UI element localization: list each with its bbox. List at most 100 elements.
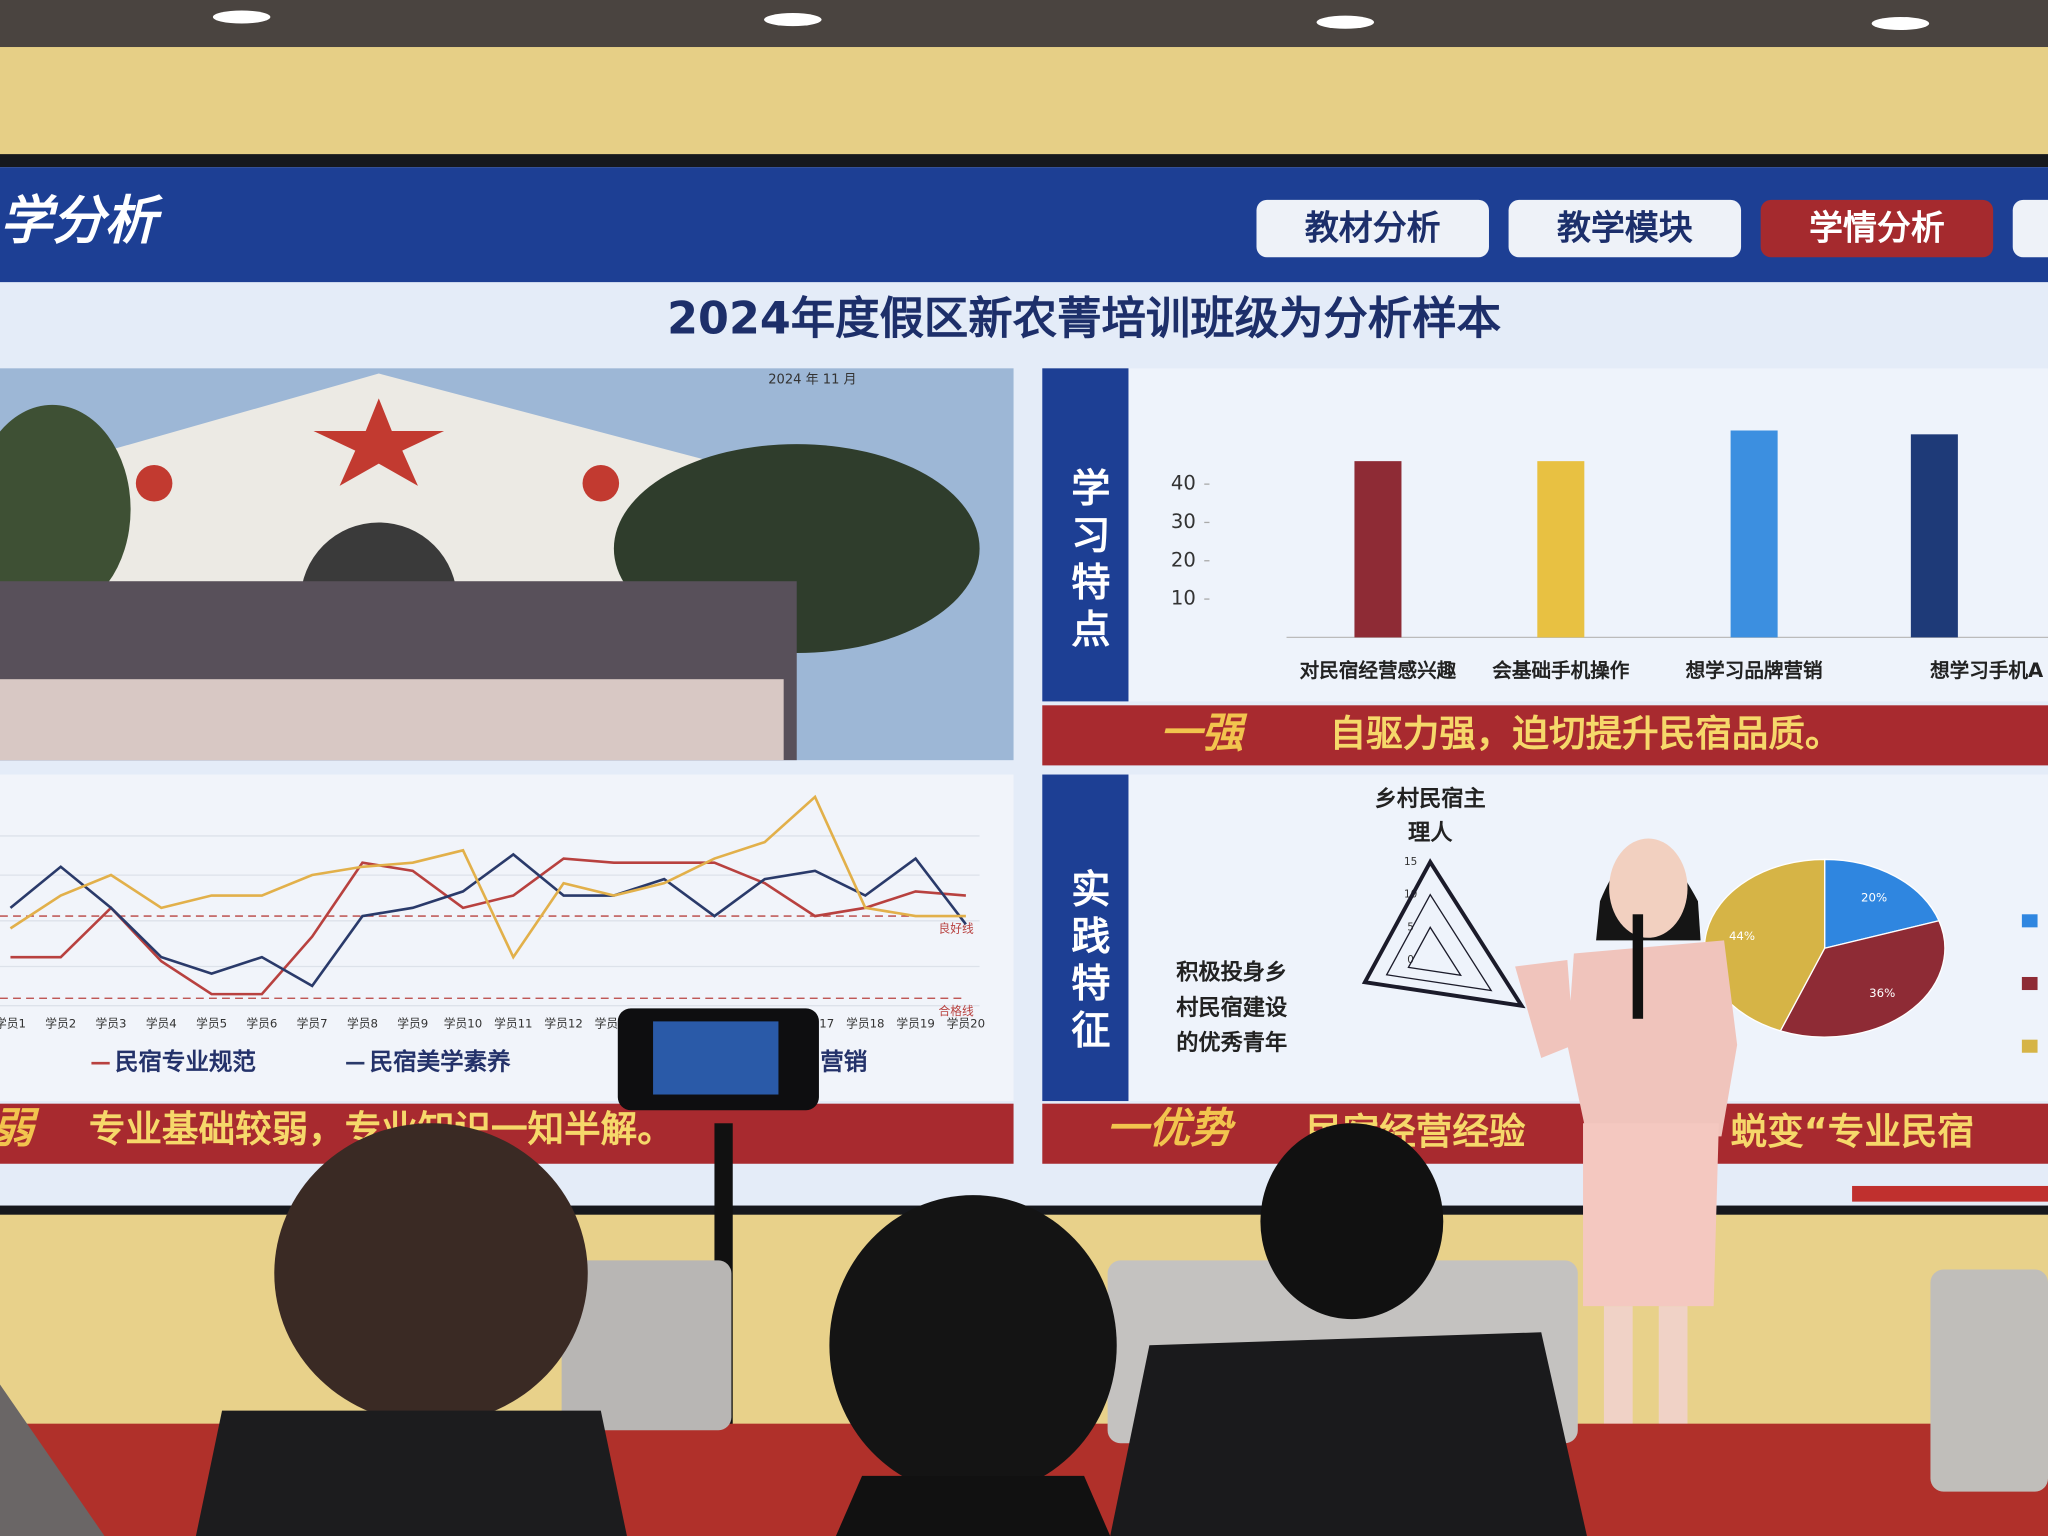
pie-label: 20% [1861,890,1887,904]
radar-grid [1361,858,1526,1009]
phone-screen [653,1021,779,1095]
slide-header-title: 学分析 [0,192,163,252]
chair [1930,1269,2048,1492]
banner [1042,705,2048,766]
tab[interactable] [2012,199,2048,258]
radar-axis-label: 理人 [1408,820,1453,846]
star [313,398,445,486]
radar-axis-label: 积极投身乡 [1176,959,1287,986]
microphone [1632,914,1644,1019]
photo-stamp: 2024 年 11 月 [768,373,856,388]
radar-tick-label: 15 [1404,856,1417,868]
x-tick-label: 学员3 [96,1017,127,1031]
tab-label[interactable]: 学情分析 [1809,208,1945,248]
reference-label: 良好线 [938,922,973,936]
x-tick-label: 对民宿经营感兴趣 [1300,659,1457,682]
legend-label: 民宿美学素养 [370,1048,511,1076]
face [1609,838,1688,938]
pie-slice [1779,920,1946,1038]
section-label: 实践特征 [1065,869,1111,1057]
radar-axis-label: 的优秀青年 [1176,1029,1287,1056]
pie-label: 36% [1869,986,1895,1000]
bar-chart-area [1128,368,2048,702]
banner [1042,1103,2048,1164]
pie-slice [1823,858,1940,950]
y-tick-label: 20 [1171,548,1196,571]
audience-head [274,1123,588,1424]
tab[interactable] [1508,199,1742,258]
legend-label: 营销 [820,1048,867,1076]
banner-tag: 一优势 [1106,1104,1237,1153]
radar-axis-label: 村民宿建设 [1176,994,1288,1021]
x-tick-label: 想学习品牌营销 [1686,659,1823,682]
pie-label: 44% [1729,929,1755,943]
x-tick-label: 想学习手机A [1930,659,2044,682]
line-series [9,852,967,988]
legend-swatch [2021,1039,2038,1053]
tab-label[interactable]: 教材分析 [1305,208,1441,248]
x-tick-label: 会基础手机操作 [1492,659,1629,682]
audience-head [829,1195,1117,1496]
banner-tag: 弱 [0,1104,40,1153]
x-tick-label: 学员7 [297,1017,328,1031]
x-tick-label: 学员10 [444,1017,482,1031]
x-tick-label: 学员18 [846,1017,884,1031]
audience-body [195,1410,627,1536]
pie-slice [1703,858,1826,1032]
x-tick-label: 学员1 [0,1017,26,1031]
chair [561,1260,732,1431]
legend-swatch [2021,976,2038,991]
x-tick-label: 学员4 [146,1017,177,1031]
bar [1354,461,1402,638]
radar-tick-label: 5 [1407,921,1414,933]
y-tick-label: 30 [1171,510,1196,533]
ceiling [0,0,2048,53]
line-chart-area [0,774,1014,1102]
arm [1515,960,1574,1058]
banner-tag: 一强 [1160,708,1248,757]
radar-axis-label: 乡村民宿主 [1375,785,1486,812]
tab-label[interactable]: 教学模块 [1557,208,1693,248]
wall-top [0,47,2048,160]
reference-label: 合格线 [938,1004,973,1018]
banner-text: 自驱力强，迫切提升民宿品质。 [1330,712,1842,755]
star [582,464,620,502]
radar-tick-label: 0 [1407,954,1414,966]
jacket [1567,940,1738,1137]
slide-title: 2024年度假区新农菁培训班级为分析样本 [667,293,1501,344]
charts: 10 20 30 40 对民宿经营感兴趣 会基础手机操作 想学习品牌营销 想学习手机A 良好线合… [0,430,2048,1076]
ceiling-light [212,10,271,24]
banner-text: 蜕变“专业民宿 [1731,1110,1974,1153]
x-tick-label: 学员2 [45,1017,76,1031]
x-tick-label: 学员12 [544,1017,582,1031]
skirt [1583,1123,1719,1307]
x-tick-label: 学员11 [494,1017,532,1031]
x-tick-label: 学员19 [896,1017,934,1031]
audience-body [1110,1332,1587,1536]
audience-head [1260,1123,1444,1320]
x-tick-label: 学员5 [196,1017,227,1031]
x-tick-label: 学员9 [397,1017,428,1031]
legend-swatch [2021,914,2038,928]
ceiling-light [1871,16,1930,31]
x-tick-label: 学员6 [246,1017,277,1031]
tree [0,404,131,614]
y-tick-label: 40 [1171,472,1196,495]
legend-label: 民宿专业规范 [115,1048,256,1076]
audience-shoulder [0,1384,105,1536]
line-series [9,794,966,960]
section-label: 学习特点 [1065,468,1111,656]
bar [1910,434,1958,638]
radar-grid [1385,893,1493,992]
section-label-box [1042,774,1129,1102]
ceiling-light [764,13,822,27]
tab[interactable] [1256,199,1489,258]
audience-body [835,1475,1111,1536]
people-front-row [0,679,784,761]
y-tick-label: 10 [1171,587,1196,610]
bar [1730,430,1778,638]
bar [1537,461,1585,638]
ceiling-light [1316,15,1375,29]
tab-active[interactable] [1760,199,1994,258]
